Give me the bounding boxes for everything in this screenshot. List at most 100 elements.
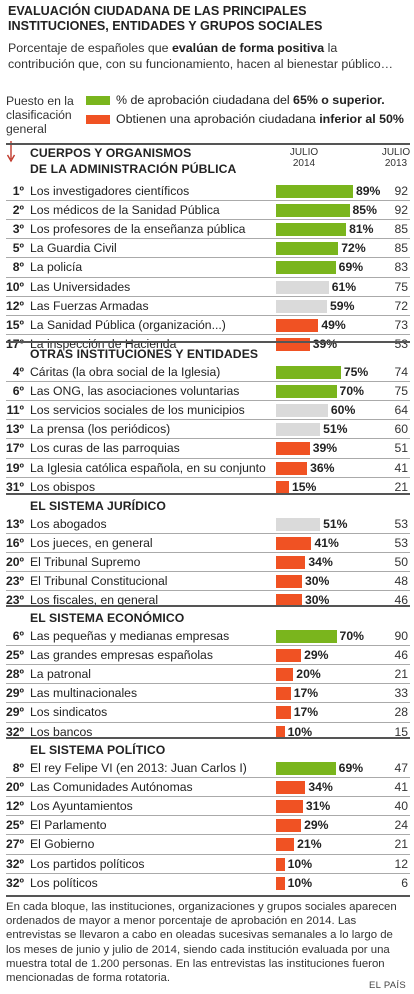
chart-title: EVALUACIÓN CIUDADANA DE LAS PRINCIPALES … (8, 4, 408, 34)
row-divider (6, 872, 410, 874)
value-label-2013: 40 (394, 799, 408, 814)
row-divider (6, 238, 410, 240)
bar-2014 (276, 299, 328, 313)
row-divider (6, 834, 410, 836)
table-row: 25º Las grandes empresas españolas 29% 46 (0, 646, 414, 664)
value-label-2013: 53 (394, 336, 408, 351)
section-title: CUERPOS Y ORGANISMOS (30, 146, 192, 160)
value-label-2014: 36% (310, 460, 335, 475)
col-2013-line-2: 2013 (384, 158, 408, 169)
bar-2014 (276, 280, 329, 294)
bar-2014 (276, 366, 341, 379)
row-divider (6, 702, 410, 704)
bar-2014 (276, 762, 336, 775)
rank-label: 8º (12, 761, 24, 775)
value-label-2013: 74 (394, 365, 408, 379)
rank-label: 29º (5, 705, 24, 720)
institution-label: Las Fuerzas Armadas (30, 298, 149, 313)
value-label-2014: 61% (331, 279, 357, 294)
value-label-2014: 29% (304, 648, 329, 663)
bar-2014 (276, 781, 306, 795)
bar-2014 (276, 242, 339, 256)
table-row: 11º Los servicios sociales de los municip… (0, 401, 414, 419)
bar-2014 (276, 404, 328, 418)
col-2013-line-1: JULIO (381, 147, 411, 158)
institution-label: La policía (30, 260, 83, 275)
value-label-2013: 85 (394, 241, 408, 256)
bar-2014 (276, 838, 295, 852)
bar-2014 (276, 442, 310, 456)
table-row: 25º El Parlamento 29% 24 (0, 816, 414, 834)
section-divider (6, 143, 410, 145)
value-label-2013: 24 (394, 818, 408, 833)
row-divider (6, 276, 410, 278)
row-divider (6, 853, 410, 855)
bar-2014 (276, 261, 336, 275)
bar-2014 (276, 337, 310, 351)
rank-label-line-3: general (6, 122, 47, 136)
title-line-1: EVALUACIÓN CIUDADANA DE LAS PRINCIPALES (8, 4, 307, 18)
value-label-2014: 29% (304, 818, 329, 833)
subtitle-bold: evalúan de forma positiva (171, 41, 325, 55)
value-label-2013: 12 (394, 856, 408, 871)
table-row: 29º Los sindicatos 17% 28 (0, 703, 414, 721)
rank-label: 29º (5, 686, 24, 701)
row-divider (6, 571, 410, 573)
row-divider (6, 219, 410, 221)
row-divider (6, 815, 410, 817)
rank-label: 23º (5, 574, 24, 589)
bar-2014 (276, 204, 350, 218)
institution-label: Los jueces, en general (30, 536, 153, 551)
table-row: 8º La policía 69% 83 (0, 258, 414, 276)
value-label-2014: 34% (308, 555, 333, 570)
value-label-2013: 50 (394, 555, 408, 570)
rank-label: 8º (12, 260, 24, 275)
rank-label: 12º (5, 799, 24, 814)
legend-text-low: Obtienen una aprobación ciudadana inferi… (116, 112, 404, 127)
legend-high-pre: % de aprobación ciudadana del (116, 93, 294, 107)
value-label-2014: 89% (355, 184, 381, 198)
value-label-2014: 75% (343, 365, 369, 379)
subtitle-mid: la (324, 41, 338, 55)
rank-label: 32º (5, 724, 24, 739)
rank-label: 13º (5, 422, 24, 437)
bar-2014 (276, 185, 353, 198)
section-divider (6, 605, 410, 607)
row-divider (6, 590, 410, 592)
institution-label: Los médicos de la Sanidad Pública (30, 203, 220, 218)
row-divider (6, 664, 410, 666)
value-label-2013: 48 (394, 574, 408, 589)
section-title: OTRAS INSTITUCIONES Y ENTIDADES (30, 347, 259, 361)
table-row: 4º Cáritas (la obra social de la Iglesia)… (0, 363, 414, 381)
title-line-2: INSTITUCIONES, ENTIDADES Y GRUPOS SOCIAL… (8, 19, 323, 33)
table-row: 6º Las pequeñas y medianas empresas 70% 90 (0, 627, 414, 645)
row-divider (6, 257, 410, 259)
bar-2014 (276, 725, 285, 739)
value-label-2014: 69% (338, 761, 364, 775)
value-label-2014: 15% (291, 479, 317, 494)
rank-label: 16º (5, 536, 24, 551)
table-row: 20º El Tribunal Supremo 34% 50 (0, 553, 414, 571)
bar-2014 (276, 649, 302, 663)
value-label-2013: 90 (394, 629, 408, 643)
rank-label: 17º (5, 336, 24, 351)
row-divider (6, 796, 410, 798)
institution-label: Los bancos (30, 724, 93, 739)
institution-label: El Gobierno (30, 837, 95, 852)
rank-label: 15º (5, 317, 24, 332)
institution-label: Los servicios sociales de los municipios (30, 403, 245, 418)
table-row: 15º La Sanidad Pública (organización...) 4… (0, 316, 414, 334)
value-label-2014: 51% (323, 517, 348, 531)
value-label-2014: 41% (314, 536, 339, 551)
bar-2014 (276, 876, 285, 890)
value-label-2014: 20% (296, 667, 321, 682)
value-label-2014: 70% (339, 384, 364, 399)
value-label-2013: 21 (394, 667, 408, 682)
rank-label: 13º (5, 517, 24, 531)
institution-label: Los abogados (30, 517, 107, 531)
rank-label-line-1: Puesto en la (6, 94, 74, 108)
table-row: 23º Los fiscales, en general 30% 46 (0, 591, 414, 609)
bar-2014 (276, 857, 285, 871)
row-divider (6, 777, 410, 779)
institution-label: El rey Felipe VI (en 2013: Juan Carlos I… (30, 761, 247, 775)
